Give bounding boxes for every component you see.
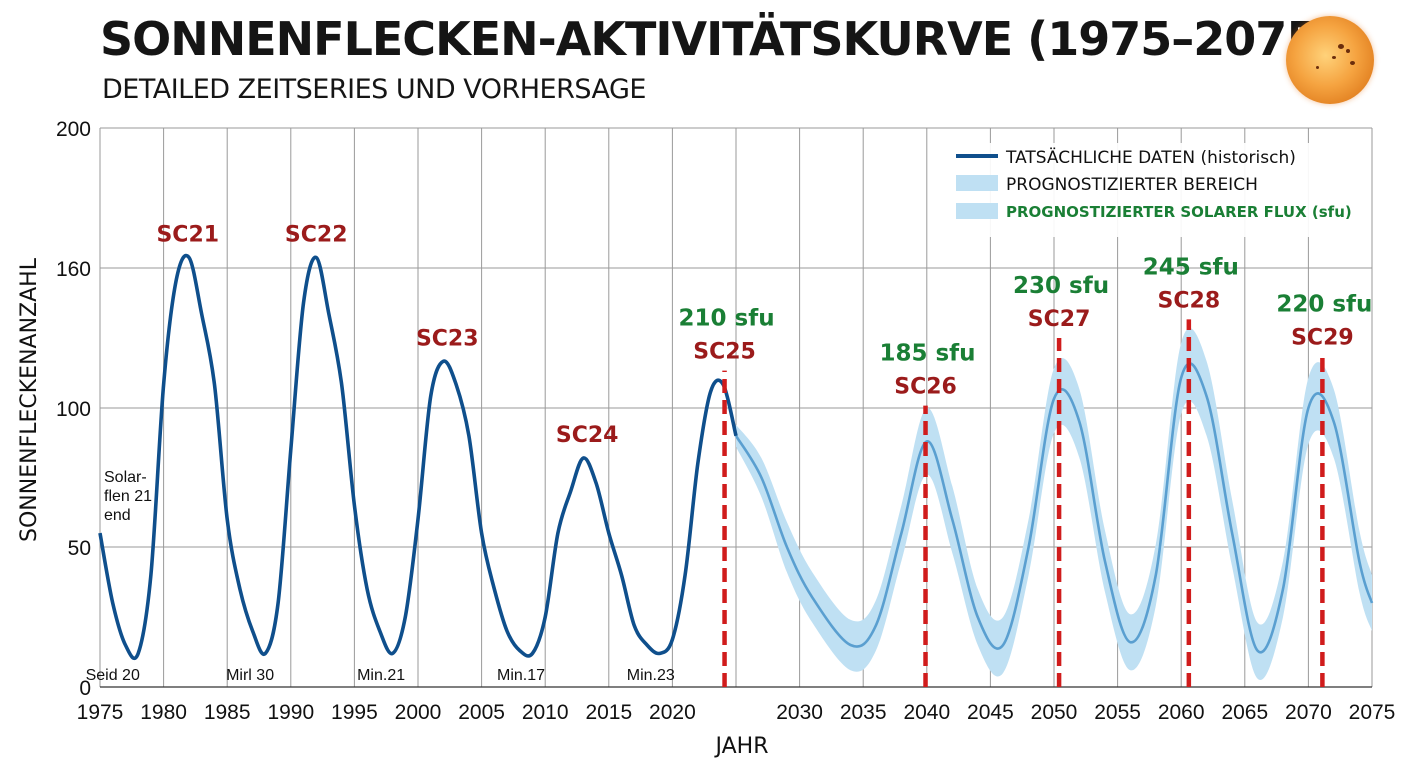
x-tick-label: 2010 — [522, 701, 569, 724]
note-line: flen 21 — [104, 488, 152, 505]
minimum-label: Mirl 30 — [226, 667, 274, 684]
y-axis-title: SONNENFLECKENANZAHL — [17, 257, 42, 542]
x-tick-label: 2070 — [1285, 701, 1332, 724]
x-tick-label: 2065 — [1221, 701, 1268, 724]
legend-flux-swatch — [956, 203, 998, 219]
y-tick-label: 50 — [68, 537, 91, 560]
x-tick-label: 2035 — [840, 701, 887, 724]
cycle-label: SC23 — [416, 326, 479, 351]
flux-label: 210 sfu — [679, 306, 775, 332]
x-tick-label: 1975 — [77, 701, 124, 724]
x-tick-label: 2015 — [585, 701, 632, 724]
legend: TATSÄCHLICHE DATEN (historisch) PROGNOST… — [946, 143, 1371, 237]
forecast-band — [736, 328, 1372, 680]
flux-label: 230 sfu — [1013, 273, 1109, 299]
y-tick-label: 200 — [56, 118, 91, 141]
chart-title: SONNENFLECKEN-AKTIVITÄTSKURVE (1975–2075… — [100, 12, 1338, 66]
cycle-label: SC28 — [1158, 288, 1221, 313]
historical-line — [98, 253, 738, 661]
cycle-label: SC27 — [1028, 307, 1091, 332]
x-tick-label: 2055 — [1094, 701, 1141, 724]
minimum-label: Min.23 — [627, 667, 675, 684]
flux-label: 220 sfu — [1276, 292, 1372, 318]
cycle-label: SC24 — [556, 423, 619, 448]
peak-markers — [722, 319, 1325, 687]
forecast-band-area — [736, 328, 1372, 680]
legend-band-swatch — [956, 175, 998, 191]
flux-label: 245 sfu — [1143, 254, 1239, 280]
note-line: end — [104, 507, 131, 524]
x-tick-label: 2045 — [967, 701, 1014, 724]
y-tick-label: 0 — [79, 677, 91, 700]
x-tick-label: 1980 — [140, 701, 187, 724]
cycle-label: SC26 — [894, 375, 957, 400]
x-tick-label: 2040 — [903, 701, 950, 724]
x-tick-label: 2075 — [1349, 701, 1396, 724]
y-tick-label: 100 — [56, 398, 91, 421]
axis-ticks: 1975 1980 1985 1990 1995 2000 2005 2010 2015 2020… — [56, 118, 1395, 724]
x-tick-label: 2020 — [649, 701, 696, 724]
cycle-label: SC29 — [1291, 326, 1354, 351]
x-tick-label: 1990 — [267, 701, 314, 724]
x-tick-label: 1985 — [204, 701, 251, 724]
x-axis-title: JAHR — [714, 734, 769, 759]
y-tick-label: 160 — [56, 258, 91, 281]
forecast-line — [734, 362, 1374, 654]
cycle-labels: SC21 SC22 SC23 SC24 SC25 210 sfu SC26 185 sfu SC… — [156, 223, 1372, 449]
x-tick-label: 2050 — [1031, 701, 1078, 724]
flux-label: 185 sfu — [879, 341, 975, 367]
annotations: Seid 20 Mirl 30 Min.21 Min.17 Min.23 Solar-fl… — [86, 469, 675, 684]
sun-icon — [1286, 16, 1374, 104]
cycle-label: SC25 — [693, 340, 756, 365]
x-tick-label: 2005 — [458, 701, 505, 724]
minimum-label: Min.17 — [497, 667, 545, 684]
legend-label-range: PROGNOSTIZIERTER BEREICH — [1006, 175, 1258, 195]
x-tick-label: 2030 — [776, 701, 823, 724]
minimum-label: Min.21 — [357, 667, 405, 684]
cycle-label: SC22 — [285, 223, 348, 248]
x-tick-label: 2000 — [395, 701, 442, 724]
x-tick-label: 1995 — [331, 701, 378, 724]
note-line: Solar- — [104, 469, 147, 486]
minimum-label: Seid 20 — [86, 667, 140, 684]
chart-subtitle: DETAILED ZEITSERIES UND VORHERSAGE — [102, 74, 646, 105]
legend-label-historical: TATSÄCHLICHE DATEN (historisch) — [1005, 147, 1296, 168]
legend-label-flux: PROGNOSTIZIERTER SOLARER FLUX (sfu) — [1006, 203, 1352, 221]
x-tick-label: 2060 — [1158, 701, 1205, 724]
cycle-label: SC21 — [156, 223, 219, 248]
series-lines — [98, 253, 1374, 661]
